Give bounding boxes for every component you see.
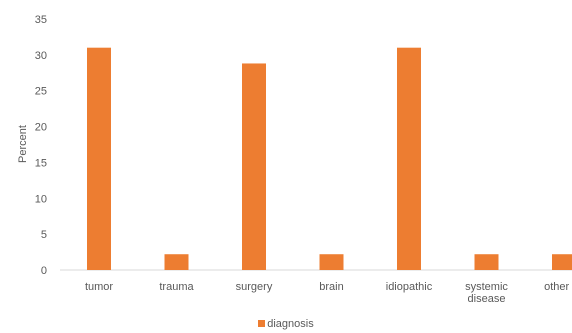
x-tick-label: surgery: [236, 281, 273, 293]
y-tick-label: 20: [35, 122, 47, 134]
y-tick-label: 0: [41, 265, 47, 277]
legend: diagnosis: [0, 318, 572, 330]
x-tick-label: tumor: [85, 281, 113, 293]
bar-brain: [319, 254, 344, 270]
bar-other-ca: [552, 254, 572, 270]
x-tick-label: trauma: [159, 281, 194, 293]
y-tick-label: 5: [41, 229, 47, 241]
x-tick-label: idiopathic: [386, 281, 433, 293]
x-tick-label: other ca: [544, 281, 572, 293]
bar-systemic-disease: [474, 254, 499, 270]
x-tick-label: systemic disease: [465, 281, 508, 305]
y-axis-label: Percent: [17, 125, 29, 163]
bar-trauma: [164, 254, 189, 270]
y-tick-label: 30: [35, 50, 47, 62]
y-tick-label: 35: [35, 14, 47, 26]
bar-idiopathic: [397, 47, 421, 270]
x-tick-label: brain: [319, 281, 343, 293]
legend-label: diagnosis: [267, 318, 314, 330]
y-tick-label: 25: [35, 86, 47, 98]
y-tick-label: 15: [35, 157, 47, 169]
bar-tumor: [87, 47, 111, 270]
y-tick-label: 10: [35, 193, 47, 205]
bar-surgery: [242, 63, 266, 270]
legend-swatch: [258, 320, 266, 327]
